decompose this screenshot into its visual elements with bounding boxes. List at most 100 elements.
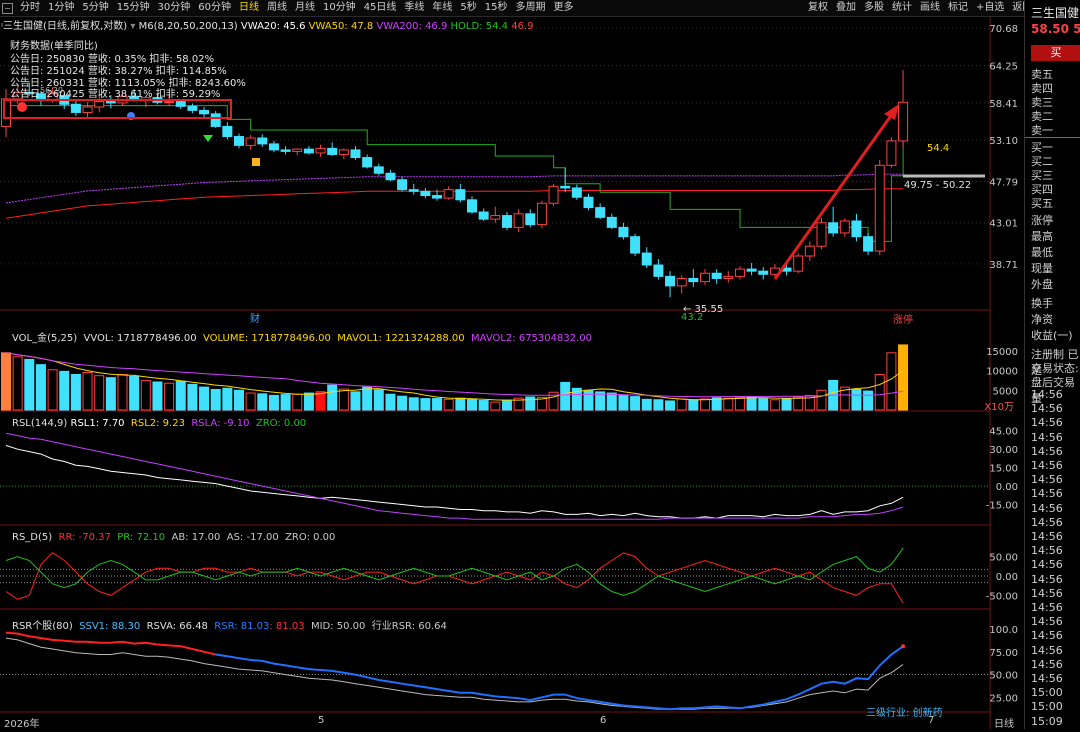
- rsr-tick-1: 75.00: [989, 648, 1018, 659]
- vol-bar-59: [689, 400, 698, 410]
- period-tab-13[interactable]: 5秒: [456, 0, 480, 16]
- candle-body-26: [304, 149, 313, 153]
- vol-bar-53: [619, 395, 628, 410]
- vol-bar-0: [2, 353, 11, 410]
- period-tab-12[interactable]: 年线: [428, 0, 456, 16]
- mid-label: MID: 50.00: [311, 621, 365, 632]
- tick-time-19: 14:56: [1031, 658, 1063, 671]
- quote-field-1: 最高: [1031, 228, 1053, 244]
- tick-time-17: 14:56: [1031, 629, 1063, 642]
- tick-time-20: 14:56: [1031, 672, 1063, 685]
- price-tick-6: 38.71: [989, 260, 1018, 271]
- rsr-tick-0: 100.0: [989, 625, 1018, 636]
- vol-bar-28: [328, 385, 337, 410]
- period-tab-5[interactable]: 60分钟: [194, 0, 235, 16]
- candle-body-36: [421, 191, 430, 195]
- tool-button-6[interactable]: +自选: [972, 0, 1008, 16]
- price-tick-0: 70.68: [989, 24, 1018, 35]
- period-tab-7[interactable]: 周线: [263, 0, 291, 16]
- tick-time-18: 14:56: [1031, 644, 1063, 657]
- period-tab-3[interactable]: 15分钟: [113, 0, 154, 16]
- period-tab-8[interactable]: 月线: [291, 0, 319, 16]
- rsr-gray-line: [6, 638, 903, 709]
- low-small-label: 43.2: [681, 312, 703, 323]
- candle-body-48: [561, 186, 570, 188]
- tick-time-11: 14:56: [1031, 544, 1063, 557]
- candle-body-40: [468, 200, 477, 212]
- period-tab-16[interactable]: 更多: [550, 0, 578, 16]
- vol-bar-56: [654, 400, 663, 410]
- period-tab-14[interactable]: 15秒: [481, 0, 512, 16]
- rsl-tick-4: -15.00: [986, 501, 1018, 512]
- vol-bar-15: [176, 381, 185, 410]
- vol-bar-64: [747, 397, 756, 410]
- tick-time-4: 14:56: [1031, 445, 1063, 458]
- quote-price: 58.50: [1031, 22, 1069, 36]
- vol-bar-10: [118, 375, 127, 411]
- vol-bar-3: [36, 365, 45, 410]
- mavol1-line: [6, 353, 903, 400]
- pr-line: [6, 548, 903, 595]
- tick-time-13: 14:56: [1031, 573, 1063, 586]
- candle-body-55: [642, 253, 651, 265]
- vwa200-line: [6, 174, 903, 203]
- candle-body-35: [409, 190, 418, 192]
- candle-body-51: [596, 208, 605, 218]
- vol-bar-8: [95, 376, 104, 410]
- vol-unit: X10万: [984, 402, 1014, 413]
- period-tab-9[interactable]: 10分钟: [319, 0, 360, 16]
- hold2-label: 46.9: [511, 21, 533, 32]
- candle-body-25: [293, 149, 302, 151]
- vol-bar-37: [433, 399, 442, 410]
- period-tab-15[interactable]: 多周期: [512, 0, 550, 16]
- vol-bar-11: [130, 376, 139, 410]
- tool-button-2[interactable]: 多股: [860, 0, 888, 16]
- period-tab-1[interactable]: 1分钟: [44, 0, 78, 16]
- collapse-toggle-icon[interactable]: −: [2, 3, 13, 14]
- vol-bar-66: [770, 400, 779, 410]
- price-header: 三生国健(日线,前复权,对数) ▾ M6(8,20,50,200,13) VWA…: [3, 17, 533, 32]
- vol-bar-34: [398, 396, 407, 410]
- mavol2-line: [6, 353, 903, 397]
- vol-tick-2: 5000: [993, 386, 1018, 397]
- price-tick-2: 58.41: [989, 99, 1018, 110]
- tick-time-15: 14:56: [1031, 601, 1063, 614]
- buy-button[interactable]: 买: [1031, 45, 1080, 61]
- price-tick-5: 43.01: [989, 219, 1018, 230]
- candle-body-22: [258, 138, 267, 144]
- period-tab-6[interactable]: 日线: [235, 0, 263, 16]
- tick-time-5: 14:56: [1031, 459, 1063, 472]
- candle-body-34: [398, 180, 407, 190]
- tool-button-1[interactable]: 叠加: [832, 0, 860, 16]
- chevron-down-icon[interactable]: ▾: [130, 21, 135, 32]
- vvol-label: VVOL: 1718778496.00: [84, 333, 197, 344]
- period-tab-4[interactable]: 30分钟: [153, 0, 194, 16]
- tick-time-14: 14:56: [1031, 587, 1063, 600]
- vol-bar-33: [386, 394, 395, 410]
- rsr-value-label: RSR: 81.03: [214, 621, 269, 632]
- vol-bar-6: [71, 375, 80, 411]
- tool-button-5[interactable]: 标记: [944, 0, 972, 16]
- candle-body-58: [677, 278, 686, 285]
- volume-label: VOLUME: 1718778496.00: [203, 333, 331, 344]
- x-label-may: 5: [318, 715, 324, 726]
- tool-button-0[interactable]: 复权: [804, 0, 832, 16]
- tool-button-4[interactable]: 画线: [916, 0, 944, 16]
- tool-button-3[interactable]: 统计: [888, 0, 916, 16]
- rsl-tick-3: 0.00: [996, 482, 1018, 493]
- period-tab-11[interactable]: 季线: [400, 0, 428, 16]
- vol-bar-41: [479, 401, 488, 410]
- period-tab-10[interactable]: 45日线: [360, 0, 401, 16]
- candle-body-60: [701, 273, 710, 281]
- mavol1-label: MAVOL1: 1221324288.00: [337, 333, 464, 344]
- rsla-line: [6, 433, 903, 519]
- candle-body-49: [572, 188, 581, 197]
- candle-body-20: [235, 137, 244, 146]
- period-tab-0[interactable]: 分时: [16, 0, 44, 16]
- period-tab-2[interactable]: 5分钟: [78, 0, 112, 16]
- vol-bar-13: [153, 382, 162, 410]
- vol-bar-31: [363, 387, 372, 410]
- vol-bar-7: [83, 373, 92, 410]
- quote-stock-name: 三生国健: [1031, 4, 1079, 21]
